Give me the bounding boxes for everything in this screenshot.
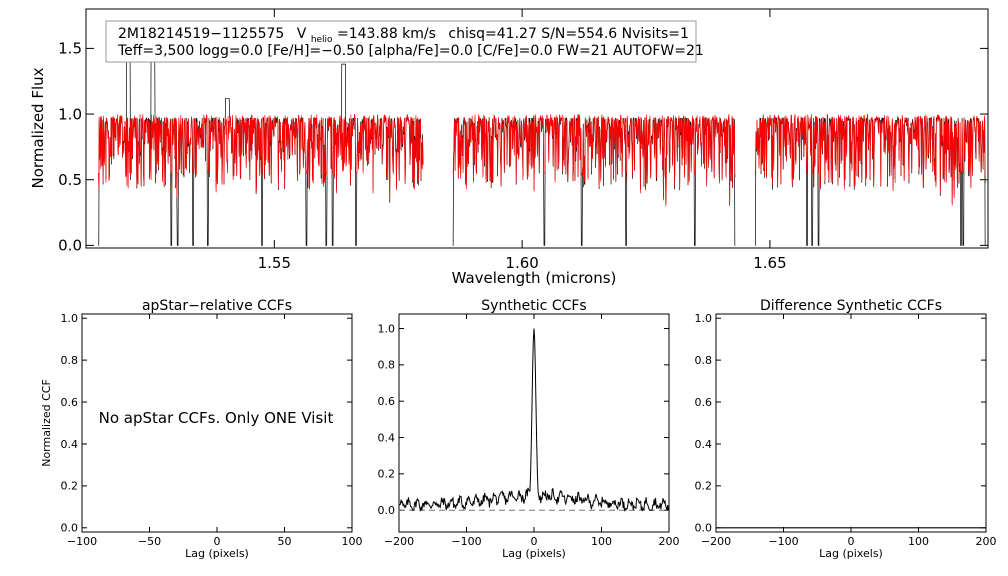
y-tick-label: 0.0 (58, 237, 82, 255)
spectrum-plot-frame (85, 8, 989, 249)
difference-plot-frame (715, 313, 987, 533)
y-tick-label: 0.5 (58, 171, 82, 189)
synthetic-x-ticks: −200 −100 0 100 200 (384, 314, 680, 548)
x-tick-label: 50 (278, 535, 292, 548)
v-subscript: helio (311, 35, 333, 45)
difference-title: Difference Synthetic CCFs (760, 298, 942, 314)
x-tick-label: −50 (138, 535, 161, 548)
fit-stats: chisq=41.27 S/N=554.6 Nvisits=1 (448, 26, 689, 42)
difference-y-ticks: 0.0 0.2 0.4 0.6 0.8 1.0 (695, 312, 986, 535)
y-tick-label: 0.4 (61, 438, 79, 451)
synthetic-title: Synthetic CCFs (481, 298, 586, 314)
x-tick-label: 1.65 (753, 254, 786, 272)
y-tick-label: 0.4 (695, 438, 713, 451)
y-tick-label: 1.0 (695, 312, 713, 325)
y-tick-label: 0.0 (695, 522, 713, 535)
spectrum-lines (98, 41, 986, 246)
apstar-xlabel: Lag (pixels) (185, 547, 249, 560)
x-tick-label: 100 (342, 535, 363, 548)
x-tick-label: 0 (531, 535, 538, 548)
y-tick-label: 1.0 (61, 312, 79, 325)
y-tick-label: 0.2 (695, 480, 713, 493)
y-tick-label: 1.0 (378, 322, 396, 335)
v-symbol: V (297, 26, 307, 42)
x-tick-label: 1.55 (258, 254, 291, 272)
x-tick-label: −100 (768, 535, 798, 548)
apstar-y-ticks: 0.0 0.2 0.4 0.6 0.8 1.0 (61, 312, 352, 535)
spectrum-ylabel: Normalized Flux (29, 67, 47, 188)
spectrum-xlabel: Wavelength (microns) (452, 269, 617, 287)
v-value: =143.88 km/s (337, 26, 436, 42)
x-tick-label: 100 (591, 535, 612, 548)
synthetic-y-ticks: 0.0 0.2 0.4 0.6 0.8 1.0 (378, 322, 669, 517)
info-line-2: Teff=3,500 logg=0.0 [Fe/H]=−0.50 [alpha/… (117, 43, 704, 59)
apstar-title: apStar−relative CCFs (142, 298, 292, 314)
y-tick-label: 0.6 (378, 395, 396, 408)
synthetic-ccf-line (398, 328, 670, 513)
info-box-frame (105, 20, 697, 63)
x-tick-label: 0 (848, 535, 855, 548)
difference-ccf-panel: Difference Synthetic CCFs −200 −100 0 100 20… (695, 298, 997, 560)
difference-xlabel: Lag (pixels) (819, 547, 883, 560)
info-line-1: 2M18214519−1125575 V helio =143.88 km/s … (118, 26, 689, 46)
y-tick-label: 0.0 (378, 504, 396, 517)
x-tick-label: −200 (701, 535, 731, 548)
y-tick-label: 1.0 (58, 105, 82, 123)
spectrum-info-box: 2M18214519−1125575 V helio =143.88 km/s … (105, 20, 704, 63)
x-tick-label: 200 (659, 535, 680, 548)
star-id: 2M18214519−1125575 (118, 26, 284, 42)
y-tick-label: 0.2 (378, 468, 396, 481)
spectrum-x-ticks: 1.55 1.60 1.65 (258, 9, 787, 272)
spectrum-panel: 1.55 1.60 1.65 0.0 0.5 1.0 1.5 Wavelength (mi… (29, 8, 989, 287)
synthetic-ccf-panel: Synthetic CCFs −200 −100 0 100 200 0.0 0.2 0.4… (378, 298, 680, 560)
y-tick-label: 1.5 (58, 40, 82, 58)
apstar-x-ticks: −100 −50 0 50 100 (67, 314, 363, 548)
y-tick-label: 0.8 (695, 354, 713, 367)
y-tick-label: 0.4 (378, 431, 396, 444)
x-tick-label: 200 (976, 535, 997, 548)
x-tick-label: −200 (384, 535, 414, 548)
y-tick-label: 0.8 (378, 359, 396, 372)
x-tick-label: 0 (214, 535, 221, 548)
y-tick-label: 0.0 (61, 522, 79, 535)
y-tick-label: 0.6 (695, 396, 713, 409)
y-tick-label: 0.8 (61, 354, 79, 367)
apstar-ylabel: Normalized CCF (40, 379, 53, 467)
x-tick-label: 1.60 (505, 254, 538, 272)
difference-x-ticks: −200 −100 0 100 200 (701, 314, 997, 548)
spectrum-y-ticks: 0.0 0.5 1.0 1.5 (58, 40, 988, 255)
x-tick-label: −100 (67, 535, 97, 548)
synthetic-lines (398, 328, 670, 513)
apstar-ccf-panel: apStar−relative CCFs −100 −50 0 50 100 0.00.… (40, 298, 363, 560)
x-tick-label: −100 (451, 535, 481, 548)
synthetic-xlabel: Lag (pixels) (502, 547, 566, 560)
apstar-message: No apStar CCFs. Only ONE Visit (99, 409, 334, 427)
y-tick-label: 0.2 (61, 480, 79, 493)
model-spectrum-line (98, 113, 986, 207)
y-tick-label: 0.6 (61, 396, 79, 409)
x-tick-label: 100 (908, 535, 929, 548)
